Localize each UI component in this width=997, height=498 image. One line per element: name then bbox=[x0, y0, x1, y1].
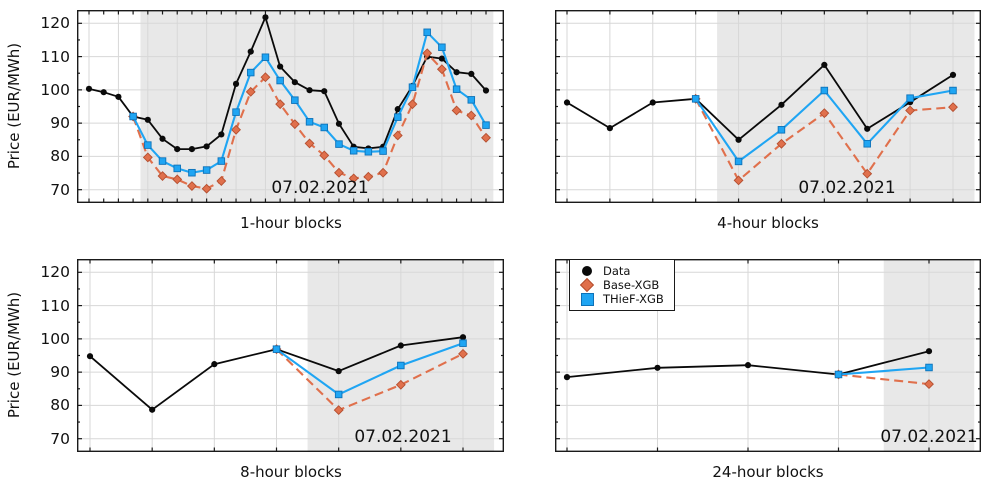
plot-frame bbox=[554, 9, 982, 204]
series-base-xgb bbox=[128, 48, 491, 194]
chart-4-hour-blocks bbox=[554, 9, 982, 204]
gridlines bbox=[77, 259, 504, 452]
y-tick-label: 70 bbox=[50, 429, 70, 448]
legend-label-thief-xgb: THieF-XGB bbox=[603, 292, 664, 306]
legend-item-data: Data bbox=[578, 264, 664, 278]
y-tick-label: 100 bbox=[40, 329, 70, 348]
y-axis-label-top-row: Price (EUR/MWh) bbox=[5, 42, 23, 170]
chart-title-8-hour-blocks: 8-hour blocks bbox=[240, 463, 342, 481]
date-annotation-4-hour: 07.02.2021 bbox=[798, 178, 896, 198]
y-tick-label: 70 bbox=[50, 180, 70, 199]
series-thief-xgb bbox=[691, 86, 957, 166]
y-tick-label: 80 bbox=[50, 396, 70, 415]
series-base-xgb bbox=[271, 344, 468, 416]
plot-frame bbox=[554, 258, 982, 453]
y-tick-label: 90 bbox=[50, 363, 70, 382]
legend-item-base-xgb: Base-XGB bbox=[578, 277, 664, 293]
legend-label-base-xgb: Base-XGB bbox=[603, 278, 660, 292]
date-annotation-8-hour: 07.02.2021 bbox=[354, 427, 452, 447]
plot-frame bbox=[76, 9, 505, 204]
gridlines bbox=[555, 259, 981, 452]
y-tick-label: 110 bbox=[40, 296, 70, 315]
forecast-day-shade bbox=[717, 10, 975, 203]
y-tick-label: 110 bbox=[40, 47, 70, 66]
legend-item-thief-xgb: THieF-XGB bbox=[578, 292, 664, 306]
gridlines bbox=[555, 10, 981, 203]
chart-24-hour-blocks bbox=[554, 258, 982, 453]
y-tick-label: 100 bbox=[40, 80, 70, 99]
series-thief-xgb bbox=[834, 363, 933, 379]
legend: Data Base-XGB THieF-XGB bbox=[569, 259, 675, 311]
chart-title-24-hour-blocks: 24-hour blocks bbox=[712, 463, 824, 481]
chart-1-hour-blocks bbox=[76, 9, 505, 204]
date-annotation-1-hour: 07.02.2021 bbox=[271, 178, 369, 198]
plot-frame bbox=[76, 258, 505, 453]
legend-base-xgb-diamond-icon bbox=[579, 277, 595, 293]
series-thief-xgb bbox=[272, 339, 467, 399]
legend-thief-xgb-square-icon bbox=[580, 292, 594, 306]
chart-8-hour-blocks bbox=[76, 258, 505, 453]
legend-data-circle-icon bbox=[582, 266, 592, 276]
date-annotation-24-hour: 07.02.2021 bbox=[880, 427, 978, 447]
y-tick-label: 120 bbox=[40, 14, 70, 33]
series-thief-xgb bbox=[129, 28, 490, 177]
y-axis-label-bottom-row: Price (EUR/MWh) bbox=[5, 291, 23, 419]
y-tick-label: 90 bbox=[50, 114, 70, 133]
y-tick-label: 80 bbox=[50, 147, 70, 166]
chart-title-4-hour-blocks: 4-hour blocks bbox=[717, 214, 819, 232]
legend-label-data: Data bbox=[603, 264, 631, 278]
y-tick-label: 120 bbox=[40, 263, 70, 282]
series-base-xgb bbox=[690, 93, 958, 186]
series-data bbox=[563, 61, 957, 143]
axis-ticks bbox=[555, 10, 981, 203]
chart-title-1-hour-blocks: 1-hour blocks bbox=[240, 214, 342, 232]
